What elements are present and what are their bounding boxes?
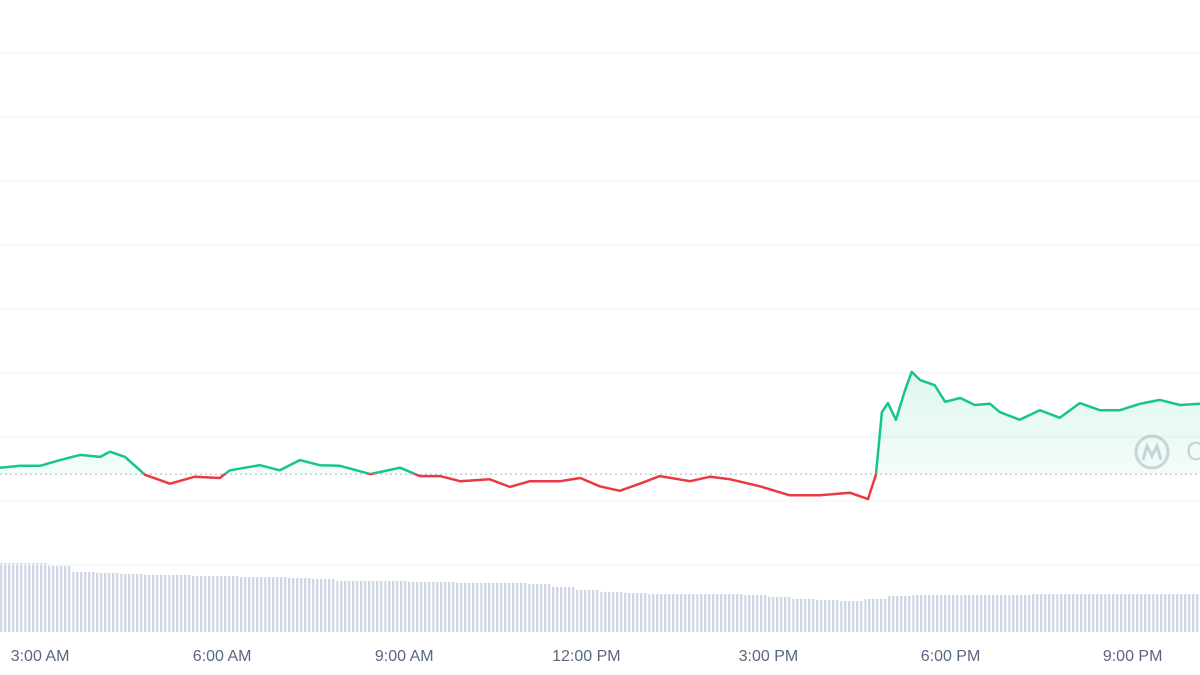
watermark: CoinMarketCap xyxy=(1134,434,1200,470)
volume-bar xyxy=(936,595,961,632)
volume-bar xyxy=(480,583,505,632)
volume-bar xyxy=(984,595,1009,632)
volume-bar xyxy=(696,594,721,632)
volume-bar xyxy=(767,597,792,632)
volume-bar xyxy=(1008,595,1033,632)
volume-bar xyxy=(287,578,312,632)
x-tick-label: 3:00 PM xyxy=(739,648,799,665)
volume-bar xyxy=(336,581,361,632)
volume-bar xyxy=(576,590,601,632)
volume-bar xyxy=(1104,594,1129,632)
volume-bar xyxy=(720,594,745,632)
x-tick-label: 12:00 PM xyxy=(552,648,620,665)
x-tick-label: 9:00 PM xyxy=(1103,648,1163,665)
volume-bar xyxy=(1032,594,1057,632)
x-tick-label: 6:00 PM xyxy=(921,648,981,665)
price-line xyxy=(0,370,1200,501)
volume-bar xyxy=(48,566,73,632)
volume-bar xyxy=(143,575,168,632)
volume-bar xyxy=(792,599,817,632)
volume-bar xyxy=(744,595,769,632)
volume-bar xyxy=(1127,594,1152,632)
volume-bar xyxy=(408,582,433,632)
volume-bar xyxy=(432,582,457,632)
volume-bar xyxy=(96,573,121,632)
volume-bar xyxy=(672,594,697,632)
volume-bar xyxy=(1056,594,1081,632)
volume-bar xyxy=(600,592,625,632)
volume-bar xyxy=(264,577,289,632)
volume-bar xyxy=(360,581,385,632)
volume-bar xyxy=(455,583,480,632)
watermark-text: CoinMarketCap xyxy=(1186,436,1200,466)
volume-bar xyxy=(191,576,216,632)
volume-bar xyxy=(120,574,145,632)
x-tick-label: 3:00 AM xyxy=(11,648,70,665)
volume-bar xyxy=(912,595,937,632)
volume-bar xyxy=(1152,594,1177,632)
volume-bar xyxy=(24,563,49,632)
x-tick-label: 6:00 AM xyxy=(193,648,252,665)
volume-bar xyxy=(624,593,649,632)
volume-bar xyxy=(815,600,840,632)
volume-bar xyxy=(528,584,553,632)
volume-bar xyxy=(840,601,865,632)
volume-bar xyxy=(72,572,97,632)
volume-bar xyxy=(551,587,576,632)
price-area xyxy=(0,371,1200,475)
x-tick-label: 9:00 AM xyxy=(375,648,434,665)
volume-bar xyxy=(503,583,528,632)
volume-bar xyxy=(1079,594,1104,632)
volume-bar xyxy=(888,596,913,632)
volume-bar xyxy=(216,576,241,632)
volume-bar xyxy=(648,594,673,632)
volume-bar xyxy=(168,575,193,632)
volume-bar xyxy=(384,581,409,632)
volume-bar xyxy=(1175,594,1200,632)
volume-bar xyxy=(960,595,985,632)
volume-bar xyxy=(864,599,889,632)
volume-bar xyxy=(0,563,25,632)
volume-bar xyxy=(239,577,264,632)
volume-bar xyxy=(312,579,337,632)
